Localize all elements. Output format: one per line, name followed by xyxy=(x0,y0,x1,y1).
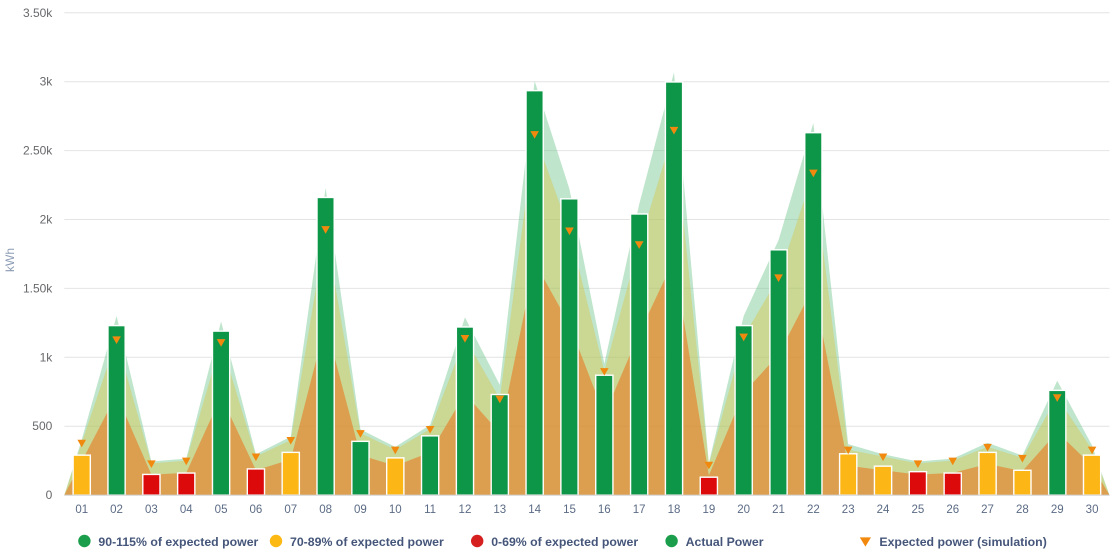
svg-text:70-89% of expected power: 70-89% of expected power xyxy=(290,535,444,549)
svg-text:10: 10 xyxy=(389,504,402,516)
svg-text:29: 29 xyxy=(1051,504,1064,516)
svg-text:28: 28 xyxy=(1016,504,1029,516)
svg-text:2k: 2k xyxy=(40,213,54,227)
svg-text:27: 27 xyxy=(981,504,994,516)
svg-text:Expected power (simulation): Expected power (simulation) xyxy=(879,535,1046,549)
svg-text:15: 15 xyxy=(563,504,576,516)
svg-text:21: 21 xyxy=(772,504,785,516)
svg-text:20: 20 xyxy=(737,504,750,516)
svg-text:90-115% of expected power: 90-115% of expected power xyxy=(98,535,258,549)
svg-text:05: 05 xyxy=(215,504,228,516)
svg-text:19: 19 xyxy=(702,504,715,516)
svg-text:07: 07 xyxy=(284,504,297,516)
svg-text:Actual Power: Actual Power xyxy=(686,535,764,549)
svg-text:01: 01 xyxy=(75,504,88,516)
svg-text:3.50k: 3.50k xyxy=(23,6,53,20)
svg-text:18: 18 xyxy=(668,504,681,516)
svg-text:04: 04 xyxy=(180,504,193,516)
svg-text:24: 24 xyxy=(877,504,890,516)
svg-text:3k: 3k xyxy=(40,75,54,89)
svg-text:26: 26 xyxy=(946,504,959,516)
svg-text:08: 08 xyxy=(319,504,332,516)
svg-text:30: 30 xyxy=(1086,504,1099,516)
svg-text:500: 500 xyxy=(32,419,52,433)
svg-text:03: 03 xyxy=(145,504,158,516)
svg-text:kWh: kWh xyxy=(3,248,17,272)
svg-text:02: 02 xyxy=(110,504,123,516)
svg-text:23: 23 xyxy=(842,504,855,516)
svg-text:0: 0 xyxy=(46,488,53,502)
svg-text:1.50k: 1.50k xyxy=(23,281,53,295)
svg-text:12: 12 xyxy=(459,504,472,516)
svg-text:2.50k: 2.50k xyxy=(23,144,53,158)
svg-text:11: 11 xyxy=(424,504,436,516)
svg-text:0-69% of expected power: 0-69% of expected power xyxy=(491,535,638,549)
svg-text:06: 06 xyxy=(250,504,263,516)
svg-text:17: 17 xyxy=(633,504,646,516)
svg-text:14: 14 xyxy=(528,504,541,516)
svg-text:16: 16 xyxy=(598,504,611,516)
svg-text:25: 25 xyxy=(911,504,924,516)
svg-text:09: 09 xyxy=(354,504,367,516)
svg-text:1k: 1k xyxy=(40,350,54,364)
svg-text:13: 13 xyxy=(493,504,506,516)
svg-text:22: 22 xyxy=(807,504,820,516)
